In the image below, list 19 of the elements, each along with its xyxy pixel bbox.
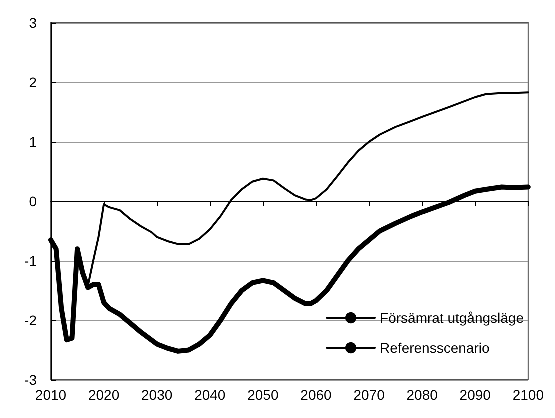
y-tick-label: 2	[29, 74, 38, 90]
x-tick-label: 2090	[460, 387, 492, 403]
x-tick-label: 2020	[88, 387, 120, 403]
x-tick-label: 2080	[406, 387, 438, 403]
y-tick-label: 1	[29, 134, 38, 150]
x-tick-label: 2060	[300, 387, 332, 403]
x-tick-label: 2040	[194, 387, 226, 403]
y-tick-label: -2	[24, 312, 38, 328]
y-tick-label: -3	[24, 372, 38, 388]
y-tick-label: 0	[29, 194, 38, 210]
x-tick-label: 2030	[142, 387, 173, 403]
legend-label: Försämrat utgångsläge	[380, 310, 524, 326]
x-tick-label: 2070	[354, 387, 386, 403]
y-tick-label: -1	[24, 253, 38, 269]
legend-label: Referensscenario	[380, 340, 490, 356]
y-tick-label: 3	[29, 15, 38, 31]
x-tick-label: 2050	[248, 387, 279, 403]
x-tick-label: 2100	[512, 387, 544, 403]
x-tick-label: 2010	[35, 387, 67, 403]
